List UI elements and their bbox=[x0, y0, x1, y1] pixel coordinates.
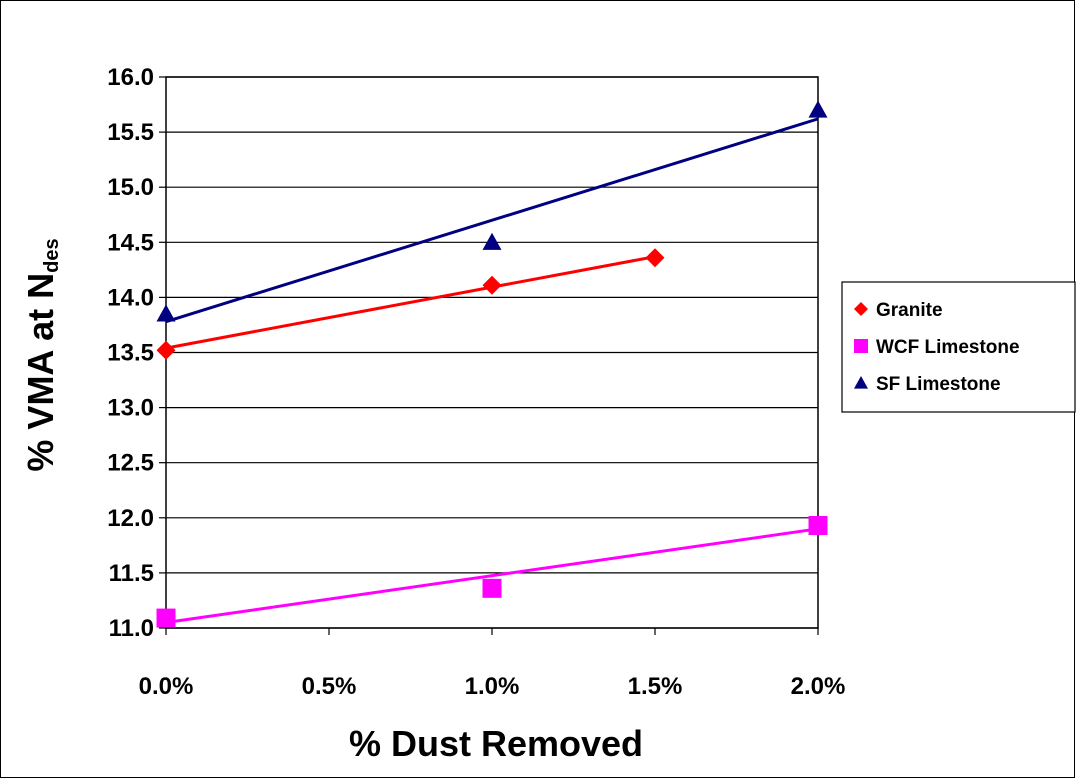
trendline bbox=[165, 255, 656, 350]
markers bbox=[156, 100, 828, 628]
legend-marker bbox=[854, 339, 868, 353]
y-ticks: 11.0 11.5 12.0 12.5 13.0 13.5 14.0 14.5 15.0 15.5… bbox=[107, 64, 166, 642]
x-tick-label: 1.5% bbox=[628, 673, 683, 700]
y-tick-label: 16.0 bbox=[107, 64, 154, 91]
square-marker bbox=[482, 578, 502, 598]
x-tick-label: 0.0% bbox=[139, 673, 194, 700]
y-tick-label: 11.0 bbox=[109, 615, 154, 642]
legend-label: Granite bbox=[876, 300, 943, 321]
trendlines bbox=[165, 117, 819, 624]
x-tick-label: 1.0% bbox=[465, 673, 520, 700]
diamond-marker bbox=[156, 340, 176, 360]
gridlines bbox=[166, 76, 818, 629]
legend-marker bbox=[854, 302, 868, 316]
triangle-marker bbox=[808, 100, 828, 118]
x-tick-label: 2.0% bbox=[791, 673, 846, 700]
x-tick-label: 0.5% bbox=[302, 673, 357, 700]
trendline bbox=[165, 117, 819, 324]
y-tick-label: 11.5 bbox=[109, 560, 154, 587]
y-tick-label: 12.0 bbox=[107, 505, 154, 532]
x-axis-title: % Dust Removed bbox=[349, 723, 643, 764]
square-marker bbox=[156, 608, 176, 628]
y-tick-label: 13.0 bbox=[107, 395, 154, 422]
y-tick-label: 14.0 bbox=[107, 284, 154, 311]
y-axis-title-subscript: des bbox=[41, 238, 63, 272]
diamond-marker bbox=[482, 275, 502, 295]
y-tick-label: 15.5 bbox=[107, 119, 154, 146]
triangle-marker bbox=[482, 232, 502, 250]
y-tick-label: 15.0 bbox=[107, 174, 154, 201]
legend-marker bbox=[854, 376, 868, 389]
diamond-marker bbox=[645, 248, 665, 268]
y-tick-label: 14.5 bbox=[107, 229, 154, 256]
y-axis-title: % VMA at Ndes bbox=[20, 238, 63, 471]
x-ticks: 0.0% 0.5% 1.0% 1.5% 2.0% bbox=[139, 628, 846, 700]
legend-label: WCF Limestone bbox=[876, 337, 1020, 358]
square-marker bbox=[808, 516, 828, 536]
y-tick-label: 13.5 bbox=[107, 340, 154, 367]
legend-box bbox=[841, 281, 1076, 413]
legend-label: SF Limestone bbox=[876, 374, 1001, 395]
trendline bbox=[165, 527, 819, 624]
y-tick-label: 12.5 bbox=[107, 450, 154, 477]
triangle-marker bbox=[156, 304, 176, 322]
y-axis-title-main: % VMA at N bbox=[20, 273, 61, 472]
legend: Granite WCF Limestone SF Limestone bbox=[841, 281, 1076, 413]
